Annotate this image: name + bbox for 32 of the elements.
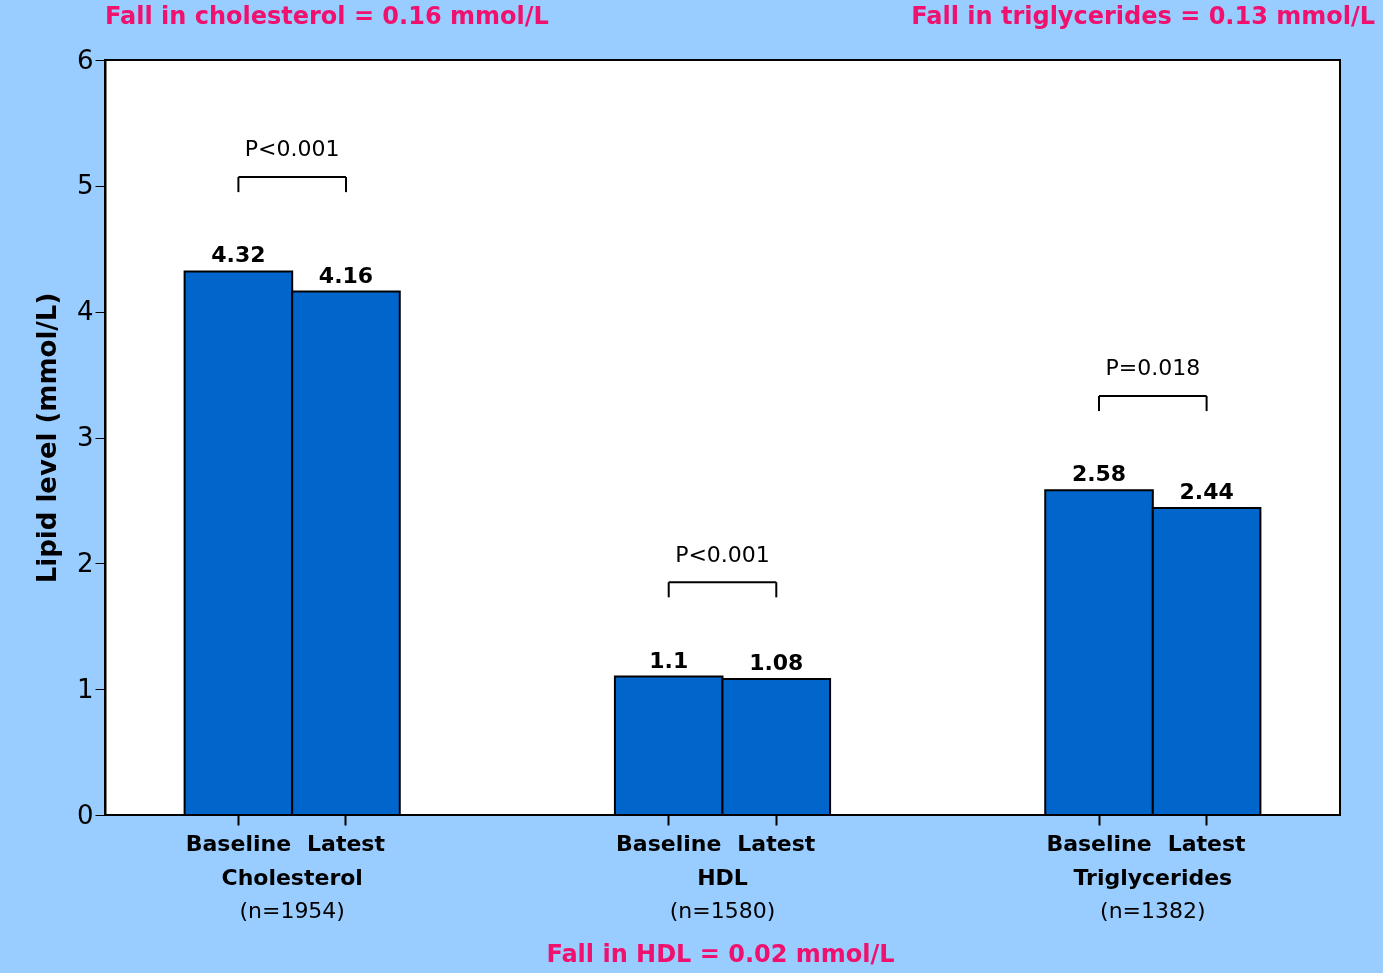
text: (n=1954) bbox=[239, 898, 345, 923]
data-label: 1.1 bbox=[649, 647, 689, 673]
annotation: P<0.001 bbox=[675, 541, 770, 567]
text: (n=1580) bbox=[669, 898, 776, 923]
x-tick-label: Latest bbox=[1167, 830, 1247, 856]
data-label: 2.58 bbox=[1071, 461, 1127, 487]
text: Fall in triglycerides = 0.13 mmol/L bbox=[911, 2, 1375, 30]
y-tick-label: 4 bbox=[76, 296, 94, 327]
text: Fall in cholesterol = 0.16 mmol/L bbox=[105, 2, 549, 30]
text: Cholesterol bbox=[221, 865, 363, 890]
x-tick-label: Baseline bbox=[185, 830, 292, 856]
y-tick-label: 5 bbox=[76, 170, 94, 201]
data-label: 4.32 bbox=[211, 242, 266, 268]
data-label: 1.08 bbox=[749, 650, 804, 676]
text: Triglycerides bbox=[1073, 865, 1233, 890]
y-tick-label: 0 bbox=[76, 799, 94, 830]
text: (n=1382) bbox=[1100, 898, 1206, 923]
y-tick-label: 1 bbox=[76, 673, 94, 704]
annotation: P<0.001 bbox=[244, 136, 340, 162]
x-tick-label: Baseline bbox=[616, 830, 722, 856]
text: HDL bbox=[697, 865, 748, 890]
annotation: P=0.018 bbox=[1105, 355, 1201, 381]
y-tick-label: 6 bbox=[76, 44, 94, 75]
x-tick-label: Latest bbox=[737, 830, 816, 856]
y-tick-label: 2 bbox=[76, 547, 94, 578]
y-axis-title: Lipid level (mmol/L) bbox=[31, 292, 62, 584]
x-tick-label: Latest bbox=[307, 830, 386, 856]
data-label: 2.44 bbox=[1179, 478, 1234, 504]
data-label: 4.16 bbox=[318, 262, 374, 288]
text: Fall in HDL = 0.02 mmol/L bbox=[546, 940, 895, 968]
x-tick-label: Baseline bbox=[1046, 830, 1152, 856]
y-tick-label: 3 bbox=[76, 422, 94, 452]
